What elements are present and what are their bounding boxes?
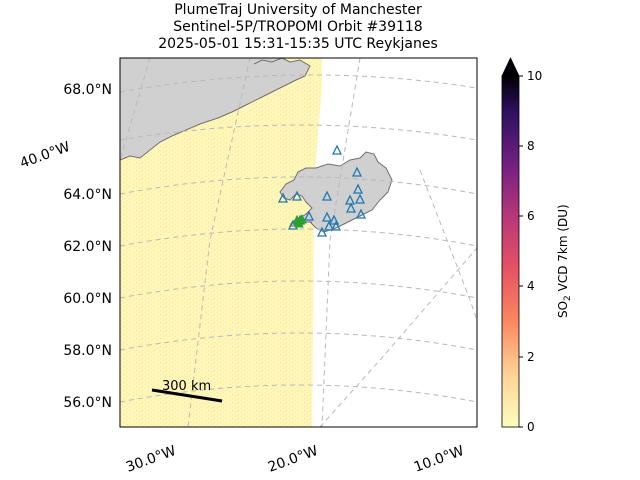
colorbar-tick-label: 6	[527, 209, 535, 223]
satellite-swath	[120, 58, 322, 427]
volcano-marker	[328, 214, 340, 225]
colorbar-tick-label: 0	[527, 420, 535, 434]
lat-label-64: 64.0°N	[63, 187, 112, 203]
lon-label-20w: 20.0°W	[266, 443, 320, 476]
colorbar-tick-label: 4	[527, 279, 535, 293]
map-frame	[119, 57, 478, 428]
volcano-marker	[355, 208, 367, 219]
lat-label-56: 56.0°N	[63, 395, 112, 411]
volcano-marker	[344, 194, 356, 205]
colorbar-ticks	[519, 75, 523, 428]
volcano-marker	[287, 219, 299, 230]
scale-bar-label: 300 km	[162, 379, 211, 394]
scale-bar	[151, 388, 223, 403]
volcano-marker	[321, 211, 333, 222]
volcano-marker	[345, 202, 357, 213]
greenland-landmass	[120, 58, 311, 161]
lon-label-40w: 40.0°W	[18, 139, 72, 172]
colorbar: 0 2 4 6 8 10 SO2 VCD 7km (DU)	[501, 57, 573, 434]
volcano-marker	[321, 190, 333, 201]
volcano-marker	[303, 210, 315, 221]
source-markers	[292, 213, 307, 228]
lat-label-68: 68.0°N	[63, 82, 112, 98]
volcano-marker	[351, 166, 363, 177]
volcano-marker	[323, 220, 335, 231]
volcano-marker	[354, 193, 366, 204]
colorbar-tick-label: 10	[527, 69, 542, 83]
volcano-marker	[277, 192, 289, 203]
volcano-marker	[291, 190, 303, 201]
source-marker	[294, 217, 304, 228]
volcano-marker	[352, 183, 364, 194]
greenland-coast-east	[253, 58, 283, 65]
lon-label-10w: 10.0°W	[412, 443, 466, 476]
volcano-marker	[330, 220, 342, 231]
colorbar-label: SO2 VCD 7km (DU)	[556, 204, 573, 318]
lat-label-60: 60.0°N	[63, 291, 112, 307]
colorbar-extend-arrow	[501, 57, 520, 77]
title-line-3: 2025-05-01 15:31-15:35 UTC Reykjanes	[158, 36, 438, 52]
title-line-1: PlumeTraj University of Manchester	[174, 2, 422, 18]
graticule	[120, 58, 477, 427]
volcano-markers	[277, 144, 367, 237]
colorbar-tick-label: 8	[527, 139, 535, 153]
lat-label-58: 58.0°N	[63, 343, 112, 359]
volcano-marker	[331, 144, 343, 155]
title-line-2: Sentinel-5P/TROPOMI Orbit #39118	[173, 19, 422, 35]
lat-label-62: 62.0°N	[63, 239, 112, 255]
volcano-marker	[316, 226, 328, 237]
colorbar-gradient	[501, 75, 520, 428]
colorbar-tick-label: 2	[527, 350, 535, 364]
lon-label-30w: 30.0°W	[124, 443, 178, 476]
map-panel: 300 km	[120, 58, 477, 427]
